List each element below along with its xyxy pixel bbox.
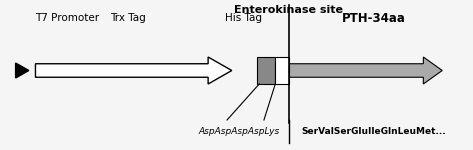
Text: SerValSerGluIleGlnLeuMet...: SerValSerGluIleGlnLeuMet... bbox=[301, 128, 446, 136]
Text: Enterokinase site: Enterokinase site bbox=[234, 5, 343, 15]
Text: PTH-34aa: PTH-34aa bbox=[342, 12, 406, 24]
Text: Trx Tag: Trx Tag bbox=[110, 13, 146, 23]
Text: AspAspAspAspLys: AspAspAspAspLys bbox=[198, 128, 280, 136]
FancyArrow shape bbox=[35, 57, 232, 84]
FancyArrow shape bbox=[289, 57, 442, 84]
Text: T7 Promoter: T7 Promoter bbox=[35, 13, 100, 23]
Bar bbox=[257, 57, 275, 84]
Text: His Tag: His Tag bbox=[225, 13, 262, 23]
FancyArrow shape bbox=[16, 63, 29, 78]
Bar bbox=[275, 57, 289, 84]
